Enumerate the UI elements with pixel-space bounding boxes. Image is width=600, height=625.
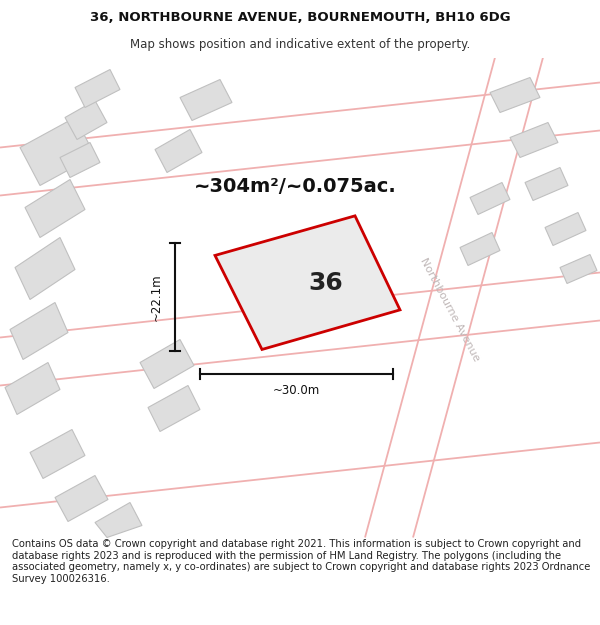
- Text: ~30.0m: ~30.0m: [273, 384, 320, 397]
- Text: ~304m²/~0.075ac.: ~304m²/~0.075ac.: [194, 177, 397, 196]
- Polygon shape: [560, 254, 597, 284]
- Polygon shape: [545, 213, 586, 246]
- Polygon shape: [525, 168, 568, 201]
- Polygon shape: [95, 503, 142, 538]
- Polygon shape: [15, 238, 75, 299]
- Text: Northbourne Avenue: Northbourne Avenue: [418, 256, 482, 363]
- Polygon shape: [180, 79, 232, 121]
- Polygon shape: [10, 302, 68, 359]
- Text: 36: 36: [308, 271, 343, 294]
- Polygon shape: [215, 216, 400, 349]
- Polygon shape: [140, 339, 194, 389]
- Polygon shape: [25, 179, 85, 238]
- Text: Contains OS data © Crown copyright and database right 2021. This information is : Contains OS data © Crown copyright and d…: [12, 539, 590, 584]
- Polygon shape: [148, 386, 200, 431]
- Polygon shape: [510, 122, 558, 158]
- Polygon shape: [5, 362, 60, 414]
- Polygon shape: [75, 69, 120, 108]
- Polygon shape: [20, 118, 95, 186]
- Polygon shape: [460, 232, 500, 266]
- Text: ~22.1m: ~22.1m: [150, 273, 163, 321]
- Polygon shape: [155, 129, 202, 173]
- Polygon shape: [30, 429, 85, 479]
- Polygon shape: [490, 78, 540, 112]
- Polygon shape: [470, 182, 510, 214]
- Polygon shape: [55, 476, 108, 521]
- Polygon shape: [65, 101, 107, 139]
- Text: Map shows position and indicative extent of the property.: Map shows position and indicative extent…: [130, 38, 470, 51]
- Text: 36, NORTHBOURNE AVENUE, BOURNEMOUTH, BH10 6DG: 36, NORTHBOURNE AVENUE, BOURNEMOUTH, BH1…: [89, 11, 511, 24]
- Polygon shape: [60, 142, 100, 177]
